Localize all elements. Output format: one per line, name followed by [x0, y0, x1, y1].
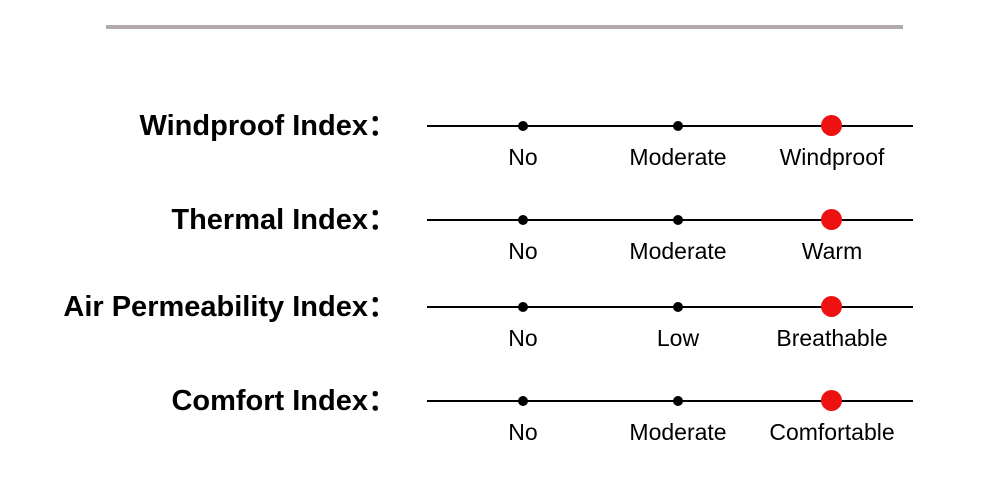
rating-dot-active — [821, 390, 842, 411]
index-row-label: Comfort Index： — [171, 385, 397, 417]
rating-dot — [673, 215, 683, 225]
rating-dot-active — [821, 296, 842, 317]
tick-label: Windproof — [779, 144, 885, 170]
rating-dot — [673, 396, 683, 406]
rating-dot — [518, 396, 528, 406]
tick-label: Comfortable — [769, 419, 895, 445]
tick-label: No — [508, 419, 538, 445]
tick-label: Moderate — [629, 238, 727, 264]
scale-line — [427, 306, 913, 308]
tick-label: No — [508, 325, 538, 351]
tick-label: Low — [656, 325, 700, 351]
index-row-label: Air Permeability Index： — [63, 291, 397, 323]
scale-line — [427, 125, 913, 127]
index-row-label: Windproof Index： — [139, 110, 398, 142]
scale-line — [427, 400, 913, 402]
rating-dot — [518, 302, 528, 312]
rating-dot — [518, 121, 528, 131]
tick-label: Moderate — [629, 419, 727, 445]
tick-label: Moderate — [629, 144, 727, 170]
top-divider — [106, 25, 903, 29]
rating-dot-active — [821, 209, 842, 230]
index-row-label: Thermal Index： — [171, 204, 397, 236]
tick-label: Breathable — [776, 325, 888, 351]
scale-line — [427, 219, 913, 221]
tick-label: No — [508, 238, 538, 264]
tick-label: Warm — [801, 238, 863, 264]
rating-dot-active — [821, 115, 842, 136]
rating-dot — [673, 302, 683, 312]
tick-label: No — [508, 144, 538, 170]
rating-dot — [673, 121, 683, 131]
rating-dot — [518, 215, 528, 225]
